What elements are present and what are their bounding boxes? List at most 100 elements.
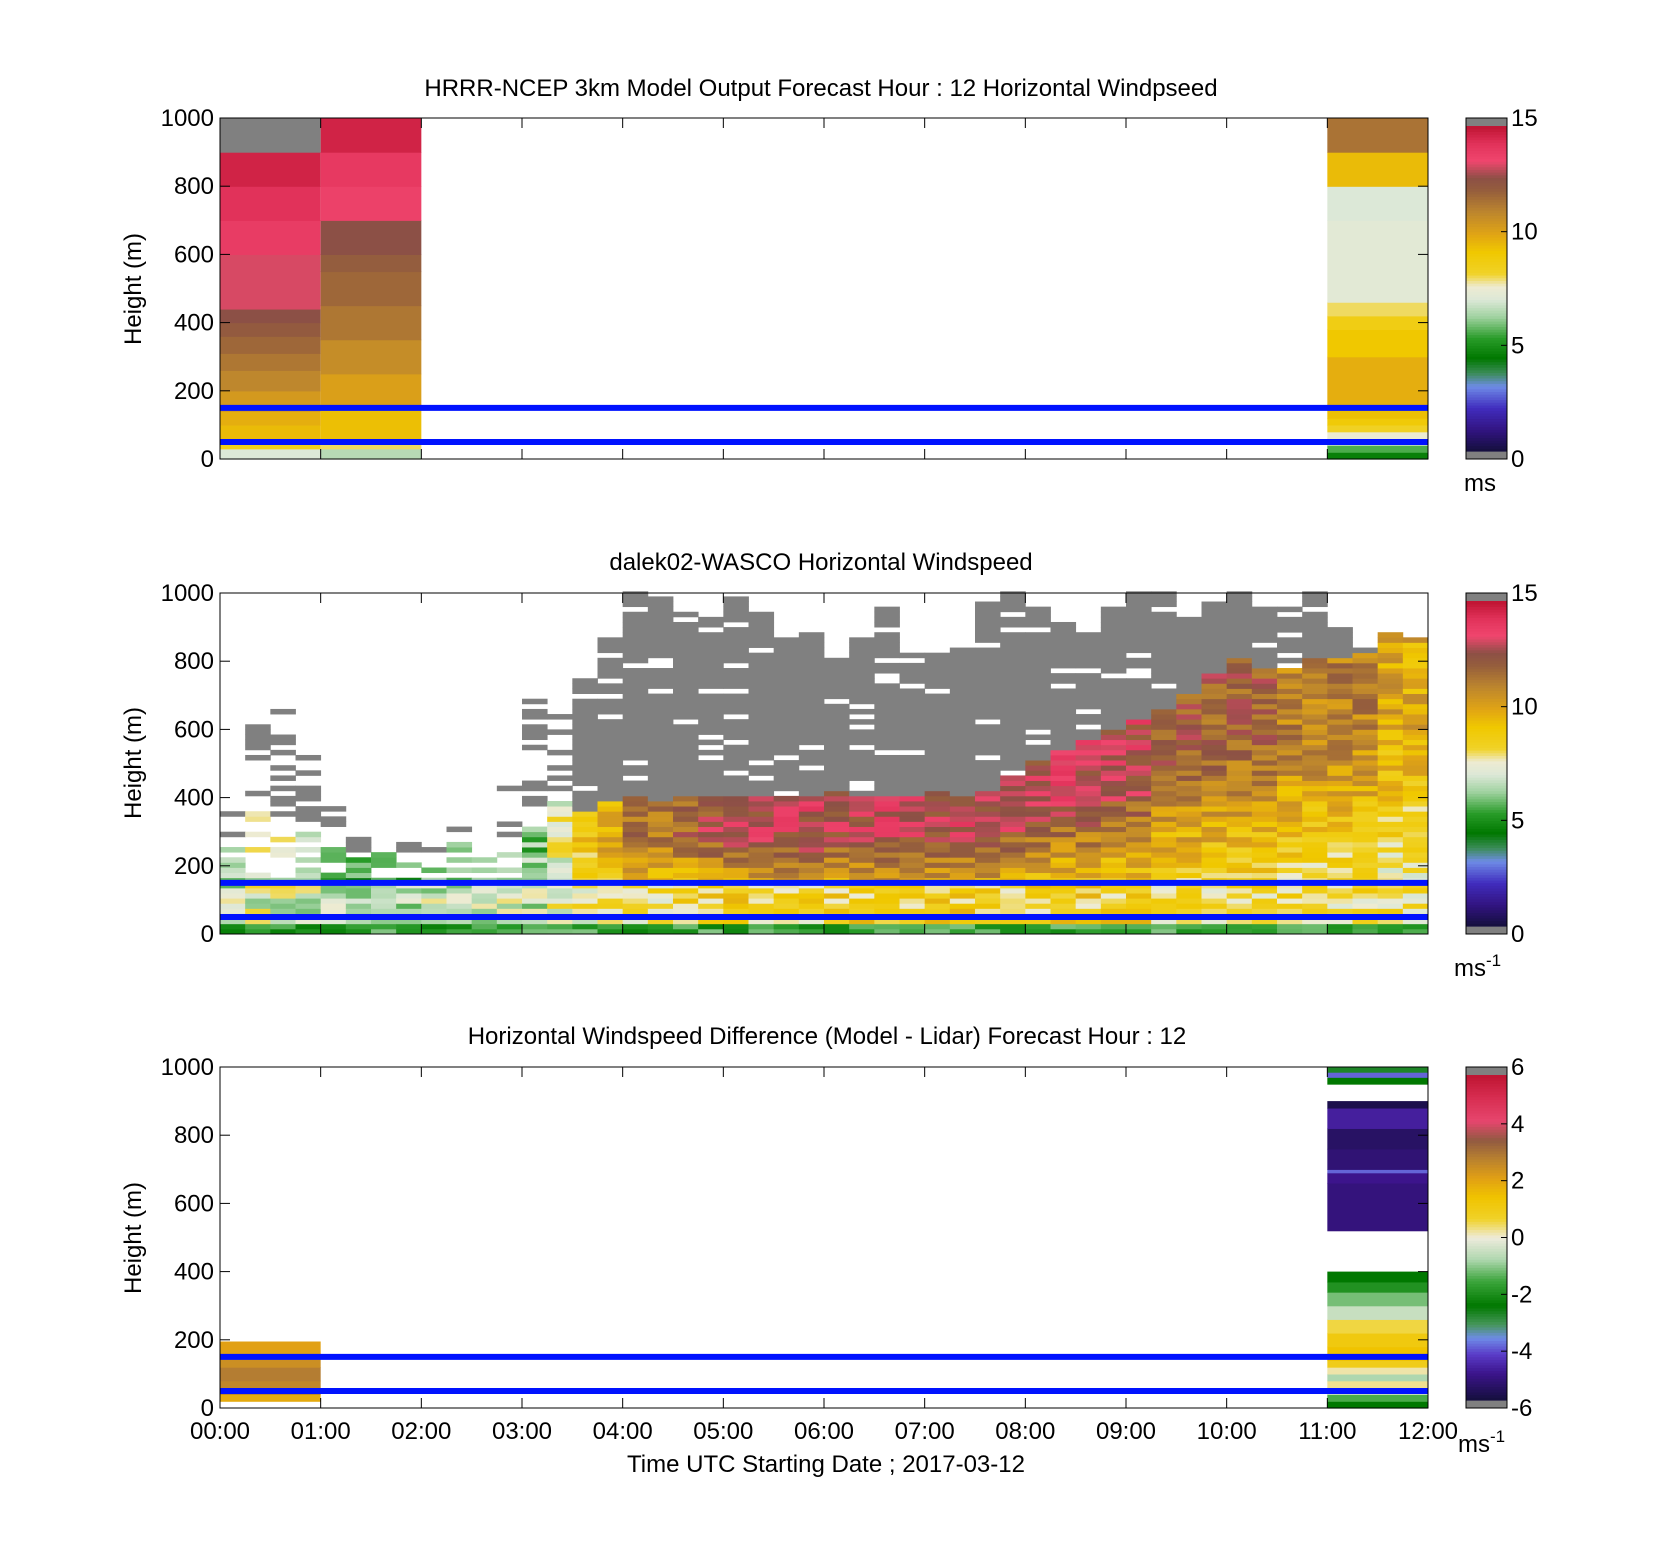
heatmap-cell: [1000, 596, 1026, 602]
heatmap-cell: [1251, 744, 1278, 751]
colorbar-swatch: [1466, 657, 1507, 662]
heatmap-cell: [975, 821, 1001, 827]
heatmap-cell: [295, 903, 322, 909]
colorbar-tick-label: -6: [1511, 1395, 1532, 1422]
heatmap-cell: [1000, 760, 1026, 766]
heatmap-cell: [798, 708, 825, 715]
heatmap-cell: [597, 862, 624, 868]
heatmap-cell: [1327, 806, 1353, 812]
colorbar-swatch: [1466, 1391, 1507, 1396]
heatmap-cell: [1226, 714, 1253, 720]
heatmap-cell: [748, 693, 775, 700]
heatmap-cell: [597, 775, 624, 781]
heatmap-cell: [723, 596, 749, 602]
heatmap-cell: [1151, 918, 1177, 925]
heatmap-cell: [1201, 734, 1228, 741]
heatmap-cell: [622, 714, 649, 720]
colorbar-swatch: [1466, 630, 1507, 635]
colorbar-swatch: [1466, 404, 1507, 409]
heatmap-cell: [773, 857, 800, 863]
heatmap-cell: [1151, 847, 1177, 853]
heatmap-cell: [1126, 765, 1152, 771]
heatmap-cell: [949, 719, 976, 725]
colorbar-swatch: [1466, 321, 1507, 325]
heatmap-cell: [773, 708, 800, 715]
heatmap-cell: [647, 744, 674, 751]
colorbar-swatch: [1466, 1104, 1507, 1109]
heatmap-cell: [924, 862, 951, 868]
heatmap-cell: [1302, 637, 1328, 643]
heatmap-cell: [1100, 857, 1127, 863]
colorbar-swatch: [1466, 1297, 1507, 1301]
heatmap-cell: [320, 852, 347, 858]
colorbar-swatch: [1466, 1180, 1507, 1184]
heatmap-cell: [1025, 862, 1051, 868]
heatmap-cell: [1100, 693, 1127, 700]
heatmap-cell: [748, 806, 775, 812]
colorbar-swatch: [1466, 771, 1507, 775]
heatmap-cell: [320, 816, 347, 822]
heatmap-cell: [1025, 683, 1051, 689]
heatmap-cell: [1226, 708, 1253, 715]
heatmap-cell: [572, 760, 598, 766]
heatmap-cell: [1327, 662, 1353, 669]
heatmap-cell: [572, 821, 598, 827]
colorbar-swatch: [1466, 1121, 1507, 1125]
heatmap-cell: [1201, 841, 1228, 848]
heatmap-cell: [924, 739, 951, 746]
heatmap-cell: [1327, 1101, 1428, 1109]
colorbar-swatch: [1466, 695, 1507, 700]
heatmap-cell: [899, 765, 926, 771]
heatmap-cell: [975, 627, 1001, 633]
heatmap-cell: [698, 801, 724, 807]
heatmap-cell: [874, 708, 900, 715]
heatmap-cell: [1226, 601, 1253, 608]
heatmap-cell: [975, 903, 1001, 909]
heatmap-cell: [597, 749, 624, 756]
heatmap-cell: [899, 887, 926, 894]
heatmap-cell: [1000, 765, 1026, 771]
heatmap-cell: [723, 836, 749, 843]
heatmap-cell: [748, 908, 775, 914]
heatmap-cell: [547, 836, 573, 843]
heatmap-cell: [748, 831, 775, 838]
heatmap-cell: [824, 668, 850, 674]
heatmap-cell: [1377, 652, 1404, 659]
heatmap-cell: [1025, 857, 1051, 863]
colorbar-swatch: [1466, 1129, 1507, 1133]
heatmap-cell: [1402, 898, 1429, 904]
heatmap-cell: [975, 744, 1001, 751]
heatmap-cell: [597, 887, 624, 894]
heatmap-cell: [1327, 1380, 1428, 1389]
colorbar-swatch: [1466, 266, 1507, 271]
colorbar-swatch: [1466, 720, 1507, 724]
heatmap-cell: [798, 852, 825, 858]
heatmap-cell: [1151, 821, 1177, 827]
heatmap-cell: [723, 806, 749, 812]
heatmap-cell: [1251, 841, 1278, 848]
heatmap-cell: [1352, 918, 1379, 925]
heatmap-cell: [874, 760, 900, 766]
heatmap-cell: [522, 729, 548, 735]
colorbar-swatch: [1466, 199, 1507, 203]
heatmap-cell: [1100, 816, 1127, 822]
heatmap-cell: [1402, 852, 1429, 858]
heatmap-cell: [597, 683, 624, 689]
heatmap-cell: [798, 847, 825, 853]
heatmap-cell: [1402, 806, 1429, 812]
heatmap-cell: [1327, 903, 1353, 909]
heatmap-cell: [1201, 708, 1228, 715]
heatmap-cell: [622, 591, 649, 597]
heatmap-cell: [597, 898, 624, 904]
heatmap-cell: [899, 826, 926, 833]
heatmap-cell: [647, 887, 674, 894]
heatmap-cell: [773, 872, 800, 879]
heatmap-cell: [1025, 652, 1051, 659]
heatmap-cell: [1251, 678, 1278, 684]
colorbar-swatch: [1466, 1359, 1507, 1363]
heatmap-cell: [1327, 703, 1353, 710]
heatmap-cell: [1000, 616, 1026, 623]
heatmap-cell: [748, 862, 775, 868]
heatmap-cell: [748, 627, 775, 633]
